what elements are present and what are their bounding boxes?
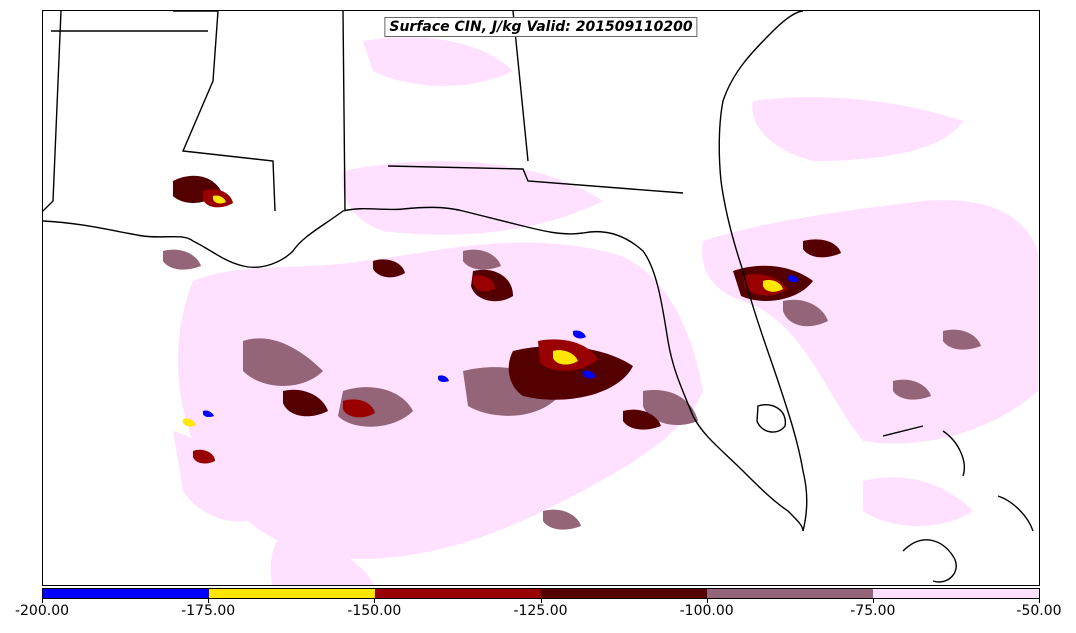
colorbar-tick — [374, 599, 376, 603]
colorbar-tick-label: -200.00 — [14, 603, 70, 619]
colorbar-segment — [873, 589, 1039, 598]
colorbar-tick — [540, 599, 542, 603]
bahamas-island — [942, 430, 965, 477]
colorbar-segment — [209, 589, 375, 598]
colorbar-segment — [43, 589, 209, 598]
colorbar-tick-label: -175.00 — [181, 603, 236, 619]
map-title: Surface CIN, J/kg Valid: 201509110200 — [384, 17, 698, 37]
florida-east-coast — [718, 11, 808, 532]
colorbar-tick-label: -125.00 — [513, 603, 568, 619]
alabama-border — [342, 11, 346, 212]
louisiana-texas-border — [43, 11, 62, 212]
map-panel: Surface CIN, J/kg Valid: 201509110200 — [42, 10, 1040, 586]
cin-field-yellow — [183, 195, 783, 427]
cin-field-light — [173, 37, 1038, 585]
colorbar-tick — [1039, 599, 1040, 603]
colorbar-segment — [541, 589, 707, 598]
louisiana-mississippi-border — [173, 11, 276, 212]
colorbar-tick — [706, 599, 708, 603]
map-boundaries — [43, 11, 1034, 583]
colorbar-segment — [707, 589, 873, 598]
florida-keys — [882, 425, 924, 437]
colorbar-tick — [208, 599, 210, 603]
east-island — [997, 495, 1034, 532]
georgia-florida-border — [387, 165, 684, 194]
colorbar — [42, 588, 1040, 599]
cin-map — [43, 11, 1038, 585]
lake-okeechobee — [756, 404, 787, 433]
cin-field-blue — [203, 275, 799, 418]
colorbar-segment — [375, 589, 541, 598]
colorbar-tick — [42, 599, 43, 603]
colorbar-tick-label: -75.00 — [850, 603, 896, 619]
cin-field-mauve — [163, 249, 981, 530]
colorbar-tick — [872, 599, 874, 603]
colorbar-tick-label: -150.00 — [347, 603, 402, 619]
cuba-coast — [902, 539, 957, 583]
gulf-coastline — [43, 206, 804, 532]
colorbar-tick-label: -100.00 — [679, 603, 734, 619]
colorbar-tick-label: -50.00 — [1016, 603, 1062, 619]
